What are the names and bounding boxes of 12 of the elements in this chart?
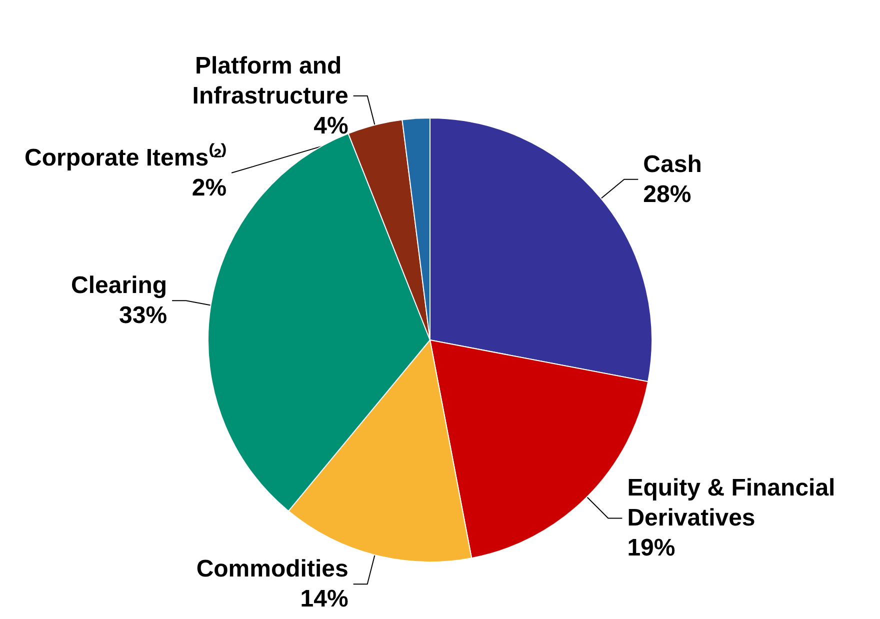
data-label: 33% — [119, 302, 168, 330]
slice-label: Equity & Financial Derivatives — [627, 474, 842, 532]
data-label: 19% — [627, 534, 676, 562]
slice-label: Corporate Items⁽²⁾ — [24, 142, 227, 172]
data-label: 4% — [314, 112, 348, 140]
data-label: 2% — [192, 174, 227, 202]
slice-label: Cash — [643, 150, 702, 178]
slice-label: Platform and Infrastructure — [192, 52, 348, 110]
slice-label: Commodities — [196, 556, 348, 583]
data-label: 14% — [300, 586, 348, 613]
data-label: 28% — [643, 180, 692, 208]
slice-label: Clearing — [71, 272, 168, 300]
